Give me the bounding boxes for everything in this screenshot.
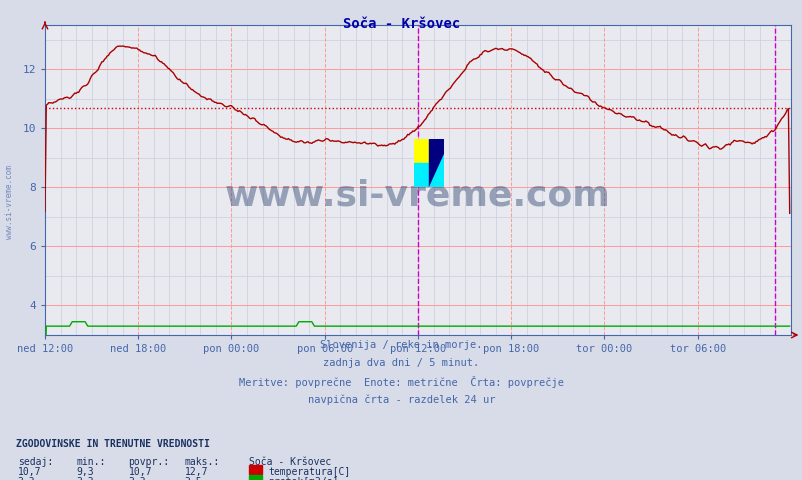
Text: 3,5: 3,5 [184,477,202,480]
Text: 3,3: 3,3 [18,477,35,480]
Text: 3,3: 3,3 [128,477,146,480]
Bar [414,139,429,163]
Text: temperatura[C]: temperatura[C] [268,467,350,477]
Bar [414,163,429,187]
Text: navpična črta - razdelek 24 ur: navpična črta - razdelek 24 ur [307,395,495,405]
Text: sedaj:: sedaj: [18,457,53,468]
Text: www.si-vreme.com: www.si-vreme.com [225,179,610,213]
Text: Slovenija / reke in morje.: Slovenija / reke in morje. [320,340,482,350]
Bar [429,139,444,187]
Text: Meritve: povprečne  Enote: metrične  Črta: povprečje: Meritve: povprečne Enote: metrične Črta:… [239,376,563,388]
Text: ZGODOVINSKE IN TRENUTNE VREDNOSTI: ZGODOVINSKE IN TRENUTNE VREDNOSTI [16,439,209,449]
Text: maks.:: maks.: [184,457,220,468]
Text: 3,3: 3,3 [76,477,94,480]
Text: www.si-vreme.com: www.si-vreme.com [5,165,14,239]
Text: pretok[m3/s]: pretok[m3/s] [268,477,338,480]
Text: 9,3: 9,3 [76,467,94,477]
Text: Soča - Kršovec: Soča - Kršovec [342,17,460,31]
Text: min.:: min.: [76,457,106,468]
Polygon shape [429,154,444,187]
Text: povpr.:: povpr.: [128,457,169,468]
Text: 12,7: 12,7 [184,467,208,477]
Text: zadnja dva dni / 5 minut.: zadnja dva dni / 5 minut. [323,358,479,368]
Text: 10,7: 10,7 [18,467,41,477]
Text: 10,7: 10,7 [128,467,152,477]
Text: Soča - Kršovec: Soča - Kršovec [249,457,330,468]
